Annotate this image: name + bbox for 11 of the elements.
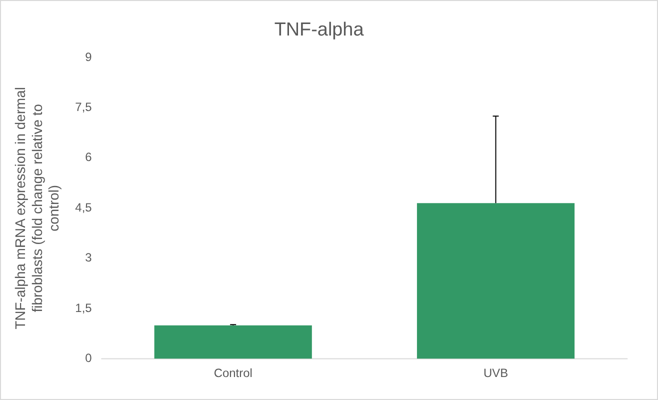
y-tick-label: 9 xyxy=(85,50,92,64)
y-tick-label: 7,5 xyxy=(75,100,92,114)
x-tick-label: Control xyxy=(214,366,252,380)
y-tick-label: 3 xyxy=(85,250,92,265)
y-tick-label: 1,5 xyxy=(75,300,92,315)
y-axis-title: TNF-alpha mRNA expression in dermal fibroblasts (fold change relative to control) xyxy=(12,87,62,330)
y-tick-label: 6 xyxy=(85,150,92,164)
chart-title: TNF-alpha xyxy=(274,19,364,40)
y-tick-label: 4,5 xyxy=(75,200,92,214)
x-tick-label: UVB xyxy=(483,366,508,380)
y-tick-label: 0 xyxy=(85,351,92,366)
